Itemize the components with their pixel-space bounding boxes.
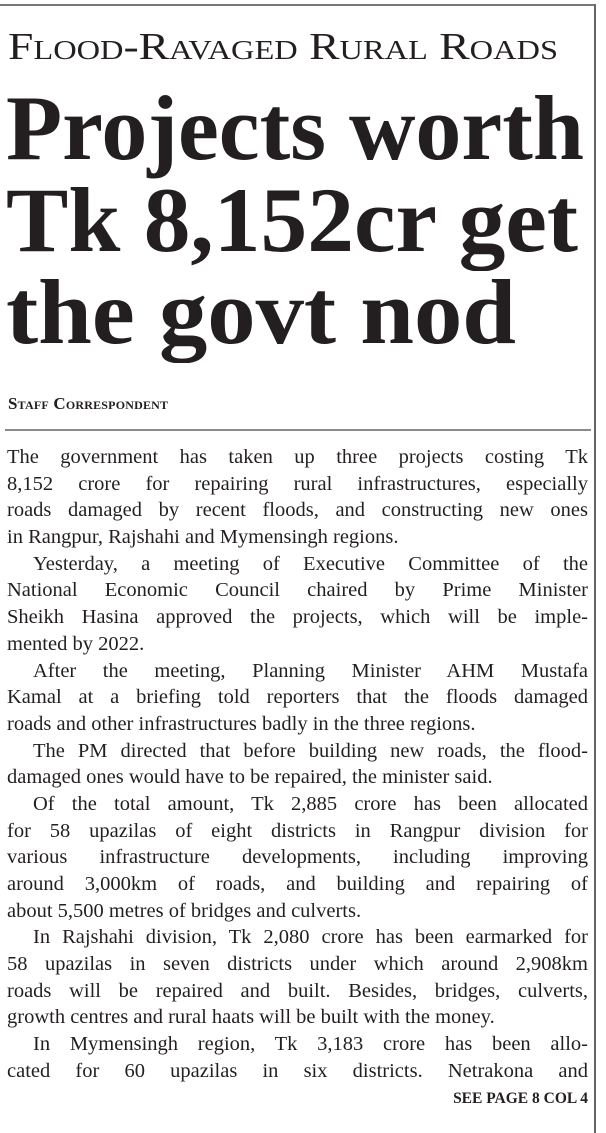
right-border	[594, 4, 596, 1133]
article-line: Sheikh Hasina approved the projects, whi…	[7, 606, 588, 629]
article-line: Yesterday, a meeting of Executive Commit…	[33, 552, 588, 575]
article-line: The PM directed that before building new…	[33, 739, 588, 762]
article-line: After the meeting, Planning Minister AHM…	[33, 659, 588, 682]
headline-line: Projects worth	[6, 77, 584, 179]
article-line: roads damaged by recent floods, and cons…	[7, 499, 588, 522]
article-line: cated for 60 upazilas in six districts. …	[7, 1059, 588, 1082]
article-line: roads will be repaired and built. Beside…	[7, 979, 588, 1002]
kicker-text: Flood-Ravaged Rural Roads	[8, 26, 558, 68]
article-line: in Rangpur, Rajshahi and Mymensingh regi…	[7, 526, 399, 549]
headline-line: Tk 8,152cr get	[6, 169, 578, 271]
article-line: about 5,500 metres of bridges and culver…	[7, 899, 362, 922]
article-line: growth centres and rural haats will be b…	[7, 1006, 495, 1029]
headline: Projects worth Tk 8,152cr get the govt n…	[6, 82, 588, 358]
article-line: roads and other infrastructures badly in…	[7, 712, 476, 735]
article-line: mented by 2022.	[7, 632, 145, 655]
article-line: around 3,000km of roads, and building an…	[7, 873, 588, 895]
article-line: damaged ones would have to be repaired, …	[7, 766, 493, 789]
byline-rule	[5, 429, 591, 431]
article-line: In Rajshahi division, Tk 2,080 crore has…	[33, 926, 588, 949]
article-line: Kamal at a briefing told reporters that …	[7, 686, 588, 709]
article-line: The government has taken up three projec…	[7, 446, 588, 468]
article-line: for 58 upazilas of eight districts in Ra…	[7, 819, 588, 842]
byline: Staff Correspondent	[8, 394, 169, 413]
kicker: Flood-Ravaged Rural Roads	[8, 24, 560, 70]
article-line: In Mymensingh region, Tk 3,183 crore has…	[33, 1033, 588, 1056]
headline-line: the govt nod	[6, 261, 516, 363]
article-line: various infrastructure developments, inc…	[7, 846, 588, 869]
article-line: 8,152 crore for repairing rural infrastr…	[7, 472, 588, 495]
continuation-jump: SEE PAGE 8 COL 4	[453, 1090, 588, 1107]
article-line: Of the total amount, Tk 2,885 crore has …	[33, 792, 588, 815]
article-line: National Economic Council chaired by Pri…	[7, 579, 588, 602]
article-line: 58 upazilas in seven districts under whi…	[7, 953, 588, 976]
top-border	[0, 4, 596, 6]
article-body: The government has taken up three projec…	[7, 444, 588, 1085]
